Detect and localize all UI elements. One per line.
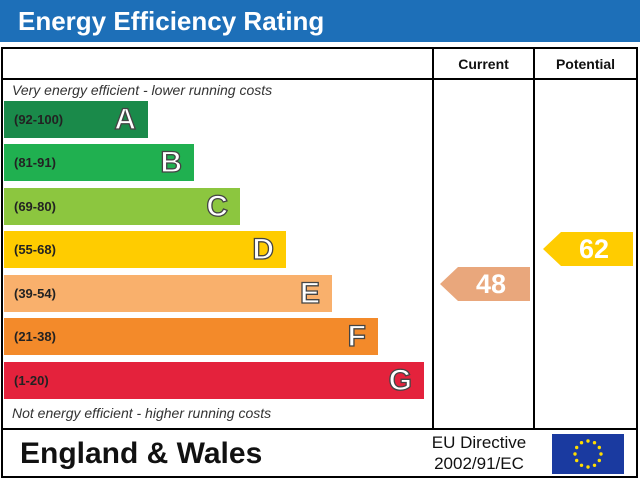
- band-range-label: (39-54): [14, 286, 56, 301]
- potential-column-divider: [533, 47, 535, 430]
- band-d: (55-68) D: [4, 231, 286, 268]
- header-divider: [1, 78, 638, 80]
- band-range-label: (92-100): [14, 112, 64, 127]
- eu-directive-line2: 2002/91/EC: [434, 454, 524, 473]
- band-e: (39-54) E: [4, 275, 332, 312]
- current-column-divider: [432, 47, 434, 430]
- band-range-label: (21-38): [14, 329, 56, 344]
- eu-directive-line1: EU Directive: [431, 433, 527, 452]
- band-g: (1-20) G: [4, 362, 424, 399]
- band-range-label: (1-20): [14, 373, 49, 388]
- band-b: (81-91) B: [4, 144, 194, 181]
- band-letter: G: [388, 363, 413, 397]
- band-letter: E: [299, 276, 320, 310]
- eu-directive: EU Directive 2002/91/EC: [414, 432, 544, 474]
- bottom-note: Not energy efficient - higher running co…: [12, 405, 272, 421]
- band-a: (92-100) A: [4, 101, 148, 138]
- band-range-label: (55-68): [14, 242, 56, 257]
- chart-title: Energy Efficiency Rating: [0, 0, 640, 42]
- eu-flag-icon: [552, 434, 624, 474]
- top-note: Very energy efficient - lower running co…: [12, 82, 273, 98]
- rating-frame: [1, 47, 638, 478]
- band-letter: F: [347, 319, 367, 353]
- potential-rating-arrow: 62: [543, 232, 633, 266]
- potential-rating-value: 62: [578, 234, 610, 264]
- band-letter: B: [160, 145, 183, 179]
- band-c: (69-80) C: [4, 188, 240, 225]
- band-range-label: (69-80): [14, 199, 56, 214]
- band-range-label: (81-91): [14, 155, 56, 170]
- band-f: (21-38) F: [4, 318, 378, 355]
- current-rating-value: 48: [475, 269, 507, 299]
- potential-column-header: Potential: [555, 56, 616, 72]
- current-rating-arrow: 48: [440, 267, 530, 301]
- region-label: England & Wales: [20, 437, 263, 470]
- current-column-header: Current: [458, 56, 509, 72]
- band-letter: C: [206, 189, 229, 223]
- band-letter: D: [252, 232, 275, 266]
- band-letter: A: [114, 102, 137, 136]
- footer-divider: [1, 428, 638, 430]
